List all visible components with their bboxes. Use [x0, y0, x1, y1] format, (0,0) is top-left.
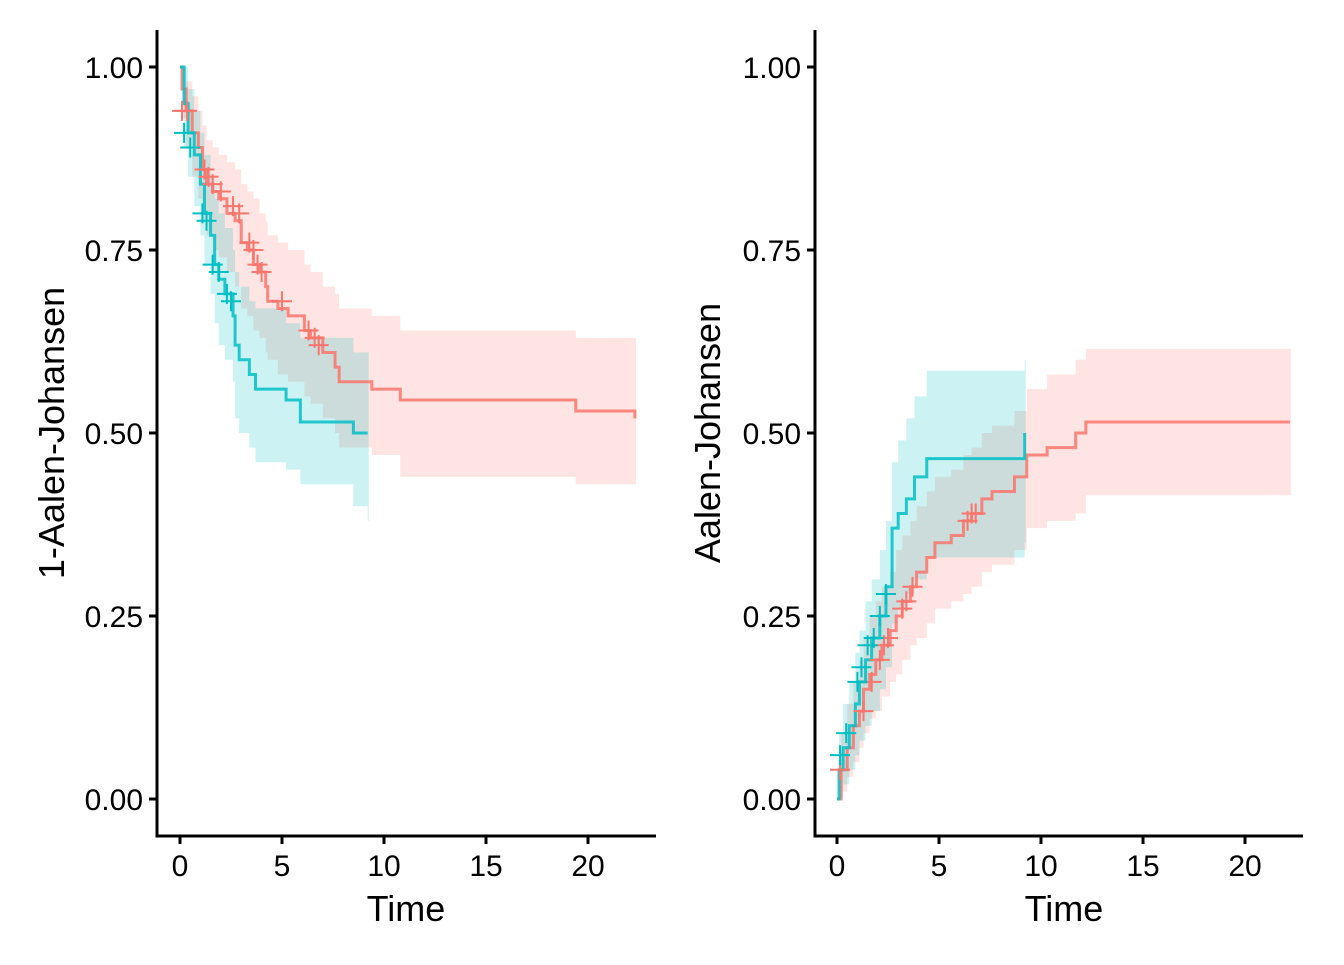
y-tick-label: 0.25	[743, 601, 801, 634]
censor-mark-group-teal	[180, 137, 201, 158]
censor-mark-group-teal	[847, 671, 868, 692]
censor-mark-group-red	[251, 261, 272, 282]
axes: 0.00 0.25 0.50 0.75 1.00 0 5 10 15 20	[743, 30, 1303, 883]
axes: 0.00 0.25 0.50 0.75 1.00 0 5 10 15 20	[85, 30, 656, 883]
censor-mark-group-red	[896, 591, 917, 612]
y-tick-label: 0.75	[743, 235, 801, 268]
y-tick-label: 0.00	[85, 784, 143, 817]
y-tick-label: 0.00	[743, 784, 801, 817]
x-axis-title: Time	[367, 888, 446, 929]
step-line-group-teal	[180, 65, 368, 435]
x-tick-label: 5	[274, 850, 291, 883]
y-axis-title: Aalen-Johansen	[687, 303, 728, 563]
censor-marks	[830, 503, 986, 780]
censor-mark-group-red	[902, 576, 923, 597]
censor-mark-group-red	[229, 203, 250, 224]
ci-band-group-teal	[180, 67, 369, 521]
x-tick-label: 10	[1024, 850, 1057, 883]
censor-mark-group-red	[308, 335, 329, 356]
censor-mark-group-teal	[196, 210, 217, 231]
censor-mark-group-teal	[851, 657, 872, 678]
censor-mark-group-teal	[869, 606, 890, 626]
x-axis-title: Time	[1025, 888, 1104, 929]
censor-mark-group-teal	[875, 584, 896, 605]
censor-mark-group-teal	[208, 261, 229, 282]
x-tick-label: 5	[931, 850, 948, 883]
x-tick-label: 0	[172, 850, 189, 883]
y-tick-label: 0.50	[743, 418, 801, 451]
censor-mark-group-red	[210, 181, 231, 202]
y-tick-label: 1.00	[85, 52, 143, 85]
censor-marks	[172, 100, 329, 356]
left-panel-1-aalen-johansen: 0.00 0.25 0.50 0.75 1.00 0 5 10 15 20 Time 1-Aale…	[31, 30, 656, 929]
censor-mark-group-teal	[174, 122, 195, 143]
right-panel-aalen-johansen: 0.00 0.25 0.50 0.75 1.00 0 5 10 15 20 Time Aalen-…	[687, 30, 1303, 929]
censor-mark-group-red	[272, 291, 292, 312]
y-axis-title: 1-Aalen-Johansen	[31, 287, 72, 579]
censor-mark-group-red	[869, 649, 890, 670]
censor-mark-group-teal	[830, 745, 851, 766]
x-tick-label: 20	[1228, 850, 1261, 883]
censor-mark-group-red	[243, 240, 264, 260]
x-tick-label: 15	[1126, 850, 1159, 883]
y-tick-label: 1.00	[743, 52, 801, 85]
censor-mark-group-teal	[863, 627, 884, 648]
y-tick-label: 0.50	[85, 418, 143, 451]
censor-mark-group-red	[965, 503, 986, 524]
confidence-bands	[180, 67, 636, 521]
ci-band-group-red	[837, 348, 1291, 799]
x-tick-label: 0	[829, 850, 846, 883]
censor-mark-group-red	[853, 701, 874, 722]
x-tick-label: 15	[469, 850, 502, 883]
ci-band-group-teal	[837, 359, 1026, 799]
x-tick-label: 10	[367, 850, 400, 883]
ci-band-group-red	[180, 67, 636, 485]
censor-mark-group-teal	[836, 723, 857, 744]
censor-mark-group-red	[177, 100, 198, 121]
y-tick-label: 0.75	[85, 235, 143, 268]
censor-mark-group-teal	[221, 291, 241, 312]
y-tick-label: 0.25	[85, 601, 143, 634]
x-tick-label: 20	[571, 850, 604, 883]
confidence-bands	[837, 348, 1291, 799]
